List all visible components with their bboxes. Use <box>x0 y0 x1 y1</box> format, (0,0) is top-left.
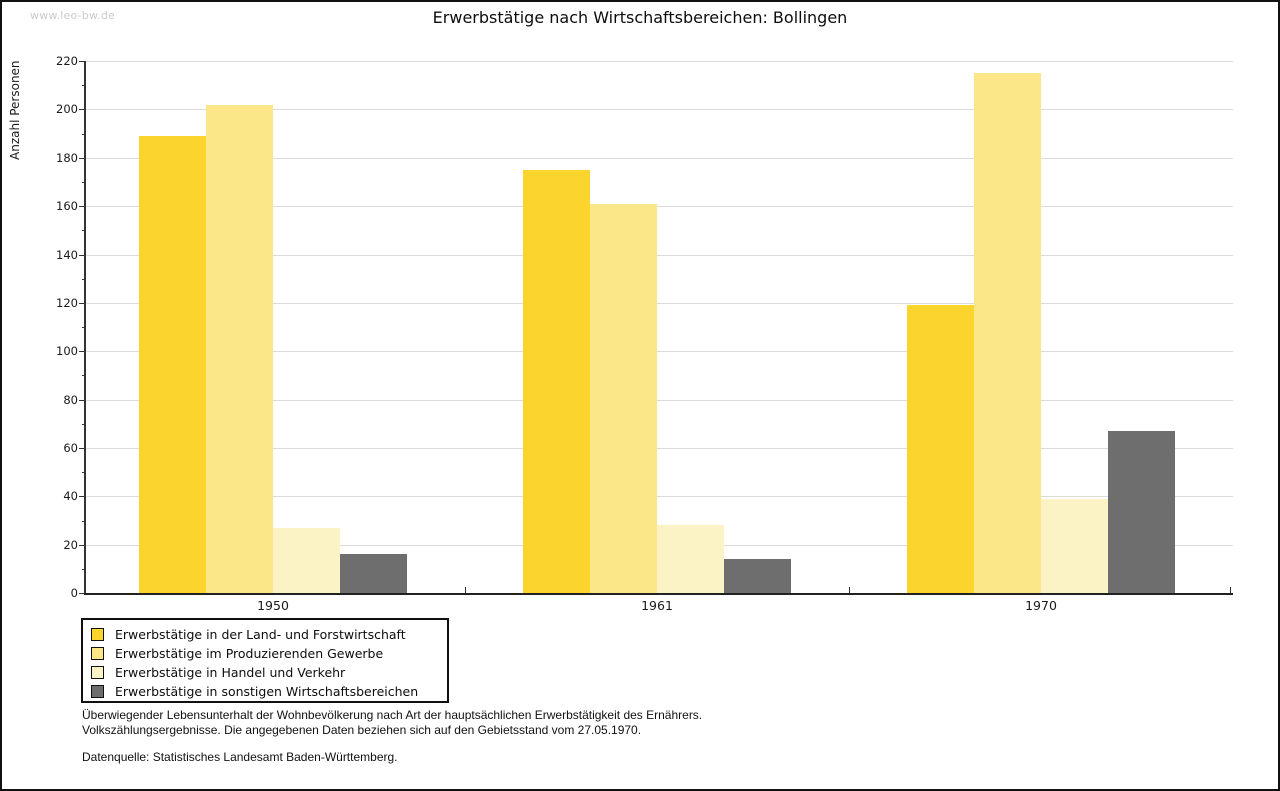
y-tick <box>79 399 86 401</box>
y-tick <box>79 302 86 304</box>
y-tick <box>79 109 86 111</box>
bar-1961-series4 <box>724 559 791 593</box>
bar-1961-series3 <box>657 525 724 593</box>
y-tick-label: 100 <box>56 344 78 359</box>
y-axis-title: Anzahl Personen <box>8 60 22 160</box>
data-source-line: Datenquelle: Statistisches Landesamt Bad… <box>82 750 398 764</box>
x-category-label: 1961 <box>641 598 673 613</box>
bar-1950-series2 <box>206 104 273 593</box>
legend-item-land-forstwirtschaft: Erwerbstätige in der Land- und Forstwirt… <box>91 625 447 644</box>
watermark-url: www.leo-bw.de <box>30 9 116 22</box>
y-tick-label: 200 <box>56 102 78 117</box>
gridline <box>86 351 1233 353</box>
legend-label: Erwerbstätige im Produzierenden Gewerbe <box>115 646 384 661</box>
y-tick <box>79 593 86 594</box>
x-category-label: 1950 <box>257 598 289 613</box>
y-tick <box>79 496 86 498</box>
footnote-line-1: Überwiegender Lebensunterhalt der Wohnbe… <box>82 708 703 722</box>
legend-item-produzierendes-gewerbe: Erwerbstätige im Produzierenden Gewerbe <box>91 644 447 663</box>
y-tick <box>79 157 86 159</box>
y-tick <box>79 206 86 208</box>
gridline <box>86 496 1233 498</box>
y-tick-label: 80 <box>63 392 78 407</box>
legend-item-sonstige-wirtschaftsbereiche: Erwerbstätige in sonstigen Wirtschaftsbe… <box>91 682 447 701</box>
bar-1950-series1 <box>139 136 206 593</box>
bar-1970-series2 <box>974 73 1041 593</box>
y-tick <box>79 447 86 449</box>
legend-swatch-land-forstwirtschaft-icon <box>91 628 104 641</box>
footnote: Überwiegender Lebensunterhalt der Wohnbe… <box>82 708 1182 765</box>
y-tick <box>79 61 86 62</box>
y-tick-label: 220 <box>56 54 78 68</box>
footnote-line-2: Volkszählungsergebnisse. Die angegebenen… <box>82 722 642 737</box>
gridline <box>86 447 1233 449</box>
legend-label: Erwerbstätige in der Land- und Forstwirt… <box>115 627 406 642</box>
bar-1970-series4 <box>1108 431 1175 593</box>
y-tick-label: 60 <box>63 440 78 455</box>
y-tick-label: 160 <box>56 199 78 214</box>
y-tick-label: 140 <box>56 247 78 262</box>
gridline <box>86 157 1233 159</box>
legend-box: Erwerbstätige in der Land- und Forstwirt… <box>81 618 449 703</box>
gridline <box>86 109 1233 111</box>
y-tick-label: 20 <box>63 537 78 552</box>
y-axis-line <box>84 61 86 593</box>
x-tick <box>465 587 466 593</box>
legend-swatch-sonstige-wirtschaftsbereiche-icon <box>91 685 104 698</box>
legend-swatch-produzierendes-gewerbe-icon <box>91 647 104 660</box>
y-tick <box>79 544 86 546</box>
gridline <box>86 61 1233 62</box>
x-axis-line <box>84 593 1233 595</box>
y-tick <box>79 351 86 353</box>
x-tick <box>849 587 850 593</box>
gridline <box>86 254 1233 256</box>
gridline <box>86 302 1233 304</box>
y-tick-label: 180 <box>56 150 78 165</box>
legend-label: Erwerbstätige in Handel und Verkehr <box>115 665 346 680</box>
bar-1970-series3 <box>1041 498 1108 593</box>
y-tick-label: 40 <box>63 489 78 504</box>
x-category-label: 1970 <box>1025 598 1057 613</box>
y-tick-label: 120 <box>56 295 78 310</box>
bar-1961-series2 <box>590 203 657 593</box>
legend-label: Erwerbstätige in sonstigen Wirtschaftsbe… <box>115 684 419 699</box>
y-tick-label: 0 <box>70 586 78 600</box>
x-tick <box>1230 587 1231 593</box>
bar-1950-series3 <box>273 527 340 593</box>
y-tick <box>79 254 86 256</box>
legend-swatch-handel-verkehr-icon <box>91 666 104 679</box>
gridline <box>86 206 1233 208</box>
legend-item-handel-verkehr: Erwerbstätige in Handel und Verkehr <box>91 663 447 682</box>
bar-1950-series4 <box>340 554 407 593</box>
bar-1970-series1 <box>907 305 974 593</box>
gridline <box>86 399 1233 401</box>
bar-1961-series1 <box>523 169 590 593</box>
chart-title: Erwerbstätige nach Wirtschaftsbereichen:… <box>432 8 848 27</box>
